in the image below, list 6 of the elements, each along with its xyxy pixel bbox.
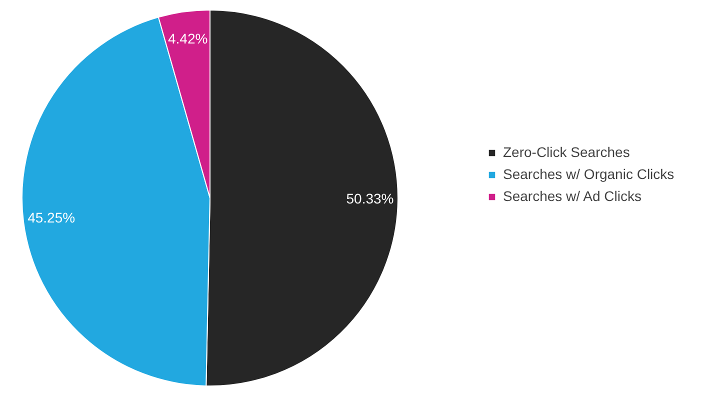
legend-label: Searches w/ Ad Clicks (503, 188, 642, 204)
data-label: 50.33% (346, 190, 394, 207)
legend-label: Zero-Click Searches (503, 144, 630, 160)
data-label: 45.25% (28, 210, 76, 226)
legend-label: Searches w/ Organic Clicks (503, 166, 674, 182)
data-label: 4.42% (168, 30, 208, 47)
